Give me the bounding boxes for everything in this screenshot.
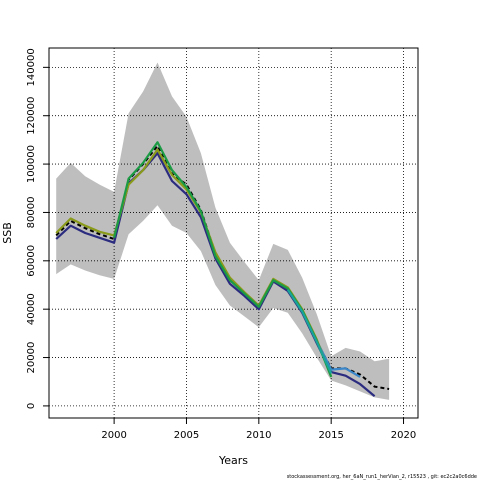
y-tick-label: 0 [26, 403, 37, 409]
x-tick-label: 2000 [101, 430, 126, 441]
y-tick-label: 60000 [26, 245, 37, 277]
y-tick-label: 80000 [26, 197, 37, 229]
confidence-band [56, 62, 390, 400]
x-tick-label: 2005 [174, 430, 199, 441]
x-axis-title: Years [218, 454, 248, 467]
y-tick-label: 20000 [26, 342, 37, 374]
y-axis-title: SSB [1, 222, 14, 244]
y-axis: 0 20000 40000 60000 80000 100000 120000 140000 [26, 48, 49, 409]
confidence-band-layer [56, 62, 390, 400]
series-layer [55, 141, 390, 398]
x-tick-label: 2010 [246, 430, 271, 441]
y-tick-label: 100000 [26, 145, 37, 183]
x-axis: 2000 2005 2010 2015 2020 [101, 418, 416, 441]
footnote: stockassessment.org, her_6aN_run1_herVia… [287, 474, 477, 480]
series-line-teal [286, 289, 333, 374]
x-tick-label: 2015 [318, 430, 343, 441]
plot-frame [48, 47, 419, 419]
y-tick-label: 120000 [26, 97, 37, 135]
y-tick-label: 140000 [26, 48, 37, 86]
y-tick-label: 40000 [26, 293, 37, 325]
x-tick-label: 2020 [391, 430, 416, 441]
